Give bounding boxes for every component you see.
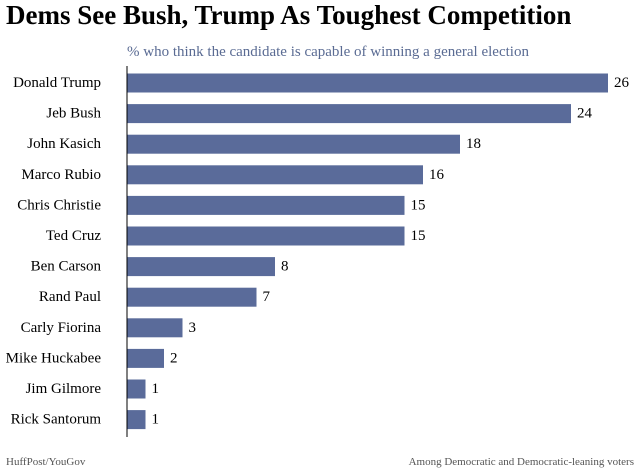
value-label: 15 [411,197,426,213]
category-label: Mike Huckabee [6,350,102,366]
category-label: Donald Trump [13,75,101,91]
category-label: Ted Cruz [46,228,102,244]
value-label: 16 [429,167,445,183]
value-label: 15 [411,228,426,244]
value-label: 1 [152,381,160,397]
bar [127,348,164,368]
bar [127,104,571,124]
category-label: Jim Gilmore [26,381,102,397]
category-label: Chris Christie [17,197,101,213]
value-label: 3 [189,320,197,336]
bar [127,73,608,93]
population-note: Among Democratic and Democratic-leaning … [408,456,634,468]
value-label: 26 [614,75,630,91]
category-label: Marco Rubio [21,167,101,183]
category-label: Ben Carson [31,259,102,275]
value-label: 2 [170,350,178,366]
value-label: 8 [281,259,289,275]
value-label: 1 [152,412,160,428]
value-label: 7 [263,289,271,305]
bar [127,379,146,399]
chart-subtitle: % who think the candidate is capable of … [127,44,529,60]
bars [127,73,608,430]
bar [127,134,460,154]
bar [127,195,405,215]
bar [127,165,423,185]
bar [127,287,257,307]
category-label: John Kasich [27,136,101,152]
source-note: HuffPost/YouGov [6,456,86,468]
category-label: Rand Paul [39,289,101,305]
bar [127,257,275,277]
bar [127,318,183,338]
value-label: 24 [577,106,593,122]
value-label: 18 [466,136,481,152]
category-label: Carly Fiorina [21,320,102,336]
chart-title: Dems See Bush, Trump As Toughest Competi… [6,0,572,30]
bar [127,226,405,246]
category-label: Jeb Bush [46,106,101,122]
bar [127,410,146,430]
category-labels: Donald Trump Jeb Bush John Kasich Marco Rub… [6,75,102,428]
category-label: Rick Santorum [11,412,102,428]
